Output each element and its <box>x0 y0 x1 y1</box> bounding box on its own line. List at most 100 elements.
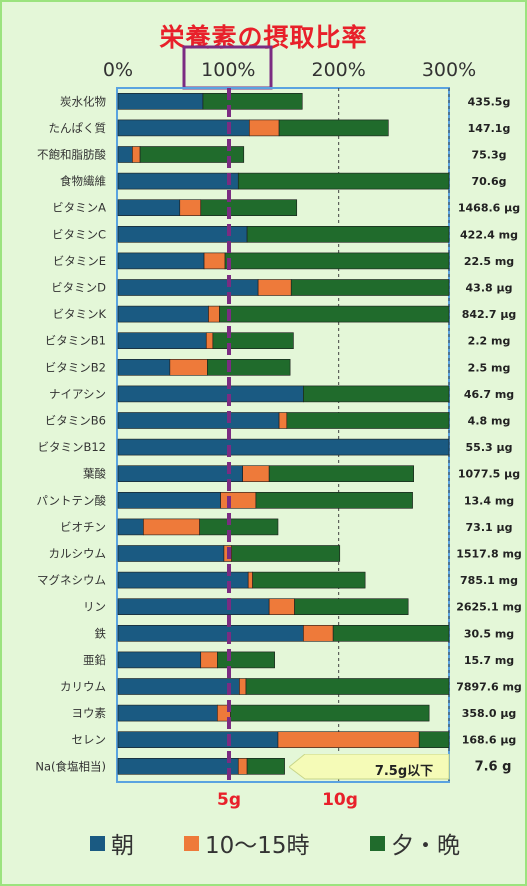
total-label: 46.7 mg <box>464 388 514 401</box>
bar-segment-midday <box>143 518 200 536</box>
bar-segment-morning <box>117 305 209 323</box>
total-label: 2625.1 mg <box>456 601 522 614</box>
legend-swatch-morning <box>90 835 105 851</box>
total-label: 2.5 mg <box>468 361 511 374</box>
total-label: 147.1g <box>468 122 511 135</box>
bar-segment-evening <box>418 731 450 749</box>
category-label: マグネシウム <box>37 573 106 587</box>
sodium-callout-text: 7.5g以下 <box>374 764 434 779</box>
bar-segment-morning <box>117 598 270 616</box>
bar-segment-evening <box>303 385 450 403</box>
bar-segment-evening <box>286 412 450 429</box>
category-label: ヨウ素 <box>72 706 107 720</box>
total-label: 842.7 μg <box>462 308 517 321</box>
total-label: 13.4 mg <box>464 494 514 507</box>
legend-item-evening: 夕・晩 <box>370 826 460 860</box>
bar-segment-midday <box>277 731 420 749</box>
category-label: カルシウム <box>49 547 107 561</box>
category-label: 炭水化物 <box>60 94 106 108</box>
category-label: ビタミンB2 <box>45 360 106 374</box>
bar-segment-morning <box>117 385 304 403</box>
bar-segment-midday <box>220 491 257 509</box>
total-label: 1468.6 μg <box>458 202 520 215</box>
category-label: ナイアシン <box>49 387 106 401</box>
bar-segment-morning <box>117 624 304 642</box>
bar-segment-morning <box>117 678 240 695</box>
bar-segment-morning <box>117 279 259 296</box>
x-tick-label: 200% <box>312 59 366 81</box>
bar-segment-evening <box>245 678 450 695</box>
bar-segment-evening <box>207 358 291 376</box>
category-label: 亜鉛 <box>83 653 106 667</box>
bar-segment-midday <box>248 119 280 137</box>
bar-segment-evening <box>278 119 389 137</box>
bar-segment-evening <box>290 279 450 296</box>
bar-segment-morning <box>117 172 239 190</box>
bar-segment-evening <box>219 305 450 323</box>
bar-segment-evening <box>202 93 303 110</box>
legend-swatch-evening <box>370 835 385 851</box>
legend-label-evening: 夕・晩 <box>391 833 460 859</box>
bars <box>117 93 450 775</box>
bar-segment-midday <box>268 598 295 616</box>
category-label: ビオチン <box>60 520 106 534</box>
bar-segment-evening <box>246 757 285 775</box>
legend-item-morning: 朝 <box>90 826 134 860</box>
sodium-callout <box>289 754 450 780</box>
category-label: ビタミンK <box>52 307 106 321</box>
legend-item-midday: 10～15時 <box>184 826 310 860</box>
bar-segment-midday <box>239 678 247 695</box>
total-label: 422.4 mg <box>460 228 518 241</box>
bar-segment-evening <box>231 545 341 562</box>
bar-segment-morning <box>117 146 133 163</box>
bar-segment-midday <box>278 412 288 429</box>
bar-segment-midday <box>208 305 220 323</box>
bar-segment-morning <box>117 545 225 562</box>
total-label: 168.6 μg <box>462 734 517 747</box>
bar-segment-morning <box>117 465 243 483</box>
bar-segment-midday <box>203 252 226 270</box>
bar-segment-morning <box>117 358 171 376</box>
total-label: 7897.6 mg <box>456 681 522 694</box>
total-labels: 435.5g 147.1g 75.3g 70.6g 1468.6 μg 422.4 mg 2… <box>456 95 522 774</box>
bar-segment-morning <box>117 412 280 429</box>
total-label: 1517.8 mg <box>456 548 522 561</box>
sodium-tick-label: 10g <box>322 790 358 810</box>
bar-segment-evening <box>230 704 430 722</box>
legend-label-midday: 10～15時 <box>205 833 310 859</box>
bar-segment-evening <box>252 571 366 589</box>
bar-segment-morning <box>117 491 221 509</box>
category-label: パントテン酸 <box>36 493 106 507</box>
bar-segment-evening <box>332 624 450 642</box>
x-tick-label: 100% <box>201 59 255 81</box>
category-label: リン <box>83 600 106 614</box>
bar-segment-morning <box>117 704 218 722</box>
category-label: Na(食塩相当) <box>35 759 106 773</box>
x-tick-label: 300% <box>422 59 476 81</box>
total-label: 70.6g <box>471 175 506 188</box>
category-label: ビタミンC <box>52 227 106 241</box>
bar-segment-midday <box>169 358 208 376</box>
sodium-axis-ticks: 5g 10g <box>217 790 358 810</box>
bar-segment-midday <box>303 624 334 642</box>
total-label: 15.7 mg <box>464 654 514 667</box>
total-label: 75.3g <box>471 149 506 162</box>
bar-segment-morning <box>117 199 181 216</box>
bar-segment-evening <box>200 199 298 216</box>
total-label: 1077.5 μg <box>458 468 520 481</box>
bar-segment-evening <box>294 598 409 616</box>
bar-segment-morning <box>117 252 205 270</box>
bar-segment-evening <box>217 651 275 669</box>
category-label: ビタミンE <box>53 254 106 268</box>
sodium-tick-label: 5g <box>217 790 241 810</box>
category-label: 鉄 <box>95 626 107 640</box>
bar-segment-morning <box>117 651 202 669</box>
bar-segment-midday <box>179 199 202 216</box>
total-label: 73.1 μg <box>466 521 513 534</box>
category-label: ビタミンB12 <box>37 440 106 454</box>
category-label: 葉酸 <box>83 467 106 481</box>
total-label: 4.8 mg <box>468 415 511 428</box>
